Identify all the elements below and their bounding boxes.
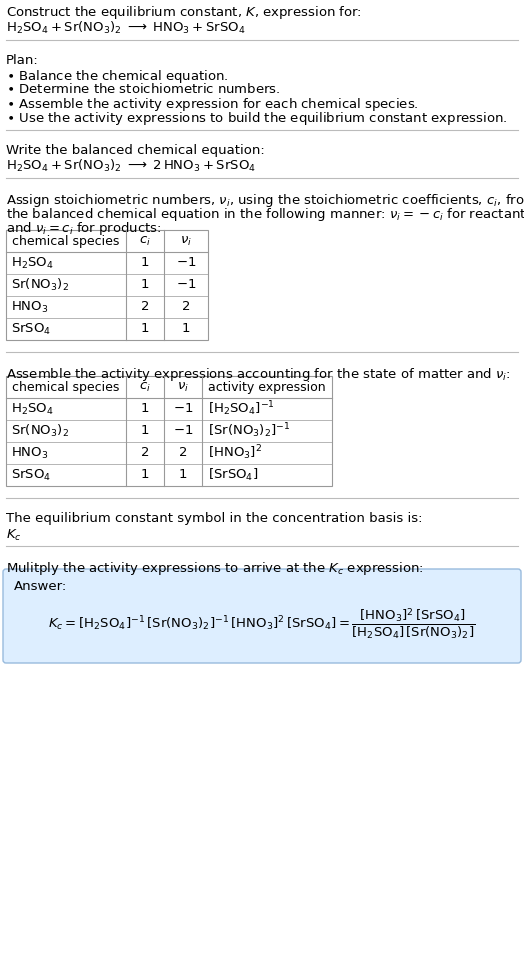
Text: $\mathrm{HNO_3}$: $\mathrm{HNO_3}$ xyxy=(11,445,49,460)
Text: $[\mathrm{SrSO_4}]$: $[\mathrm{SrSO_4}]$ xyxy=(208,467,258,483)
Text: $c_i$: $c_i$ xyxy=(139,381,151,393)
Text: Assign stoichiometric numbers, $\nu_i$, using the stoichiometric coefficients, $: Assign stoichiometric numbers, $\nu_i$, … xyxy=(6,192,524,209)
Text: 2: 2 xyxy=(182,300,190,314)
Text: $\bullet$ Balance the chemical equation.: $\bullet$ Balance the chemical equation. xyxy=(6,68,228,85)
Text: 2: 2 xyxy=(179,447,187,459)
Text: Write the balanced chemical equation:: Write the balanced chemical equation: xyxy=(6,144,265,157)
Text: activity expression: activity expression xyxy=(208,381,326,393)
Text: $-1$: $-1$ xyxy=(176,256,196,269)
Text: $c_i$: $c_i$ xyxy=(139,234,151,247)
Text: $\mathrm{Sr(NO_3)_2}$: $\mathrm{Sr(NO_3)_2}$ xyxy=(11,277,69,293)
Text: $\mathrm{H_2SO_4 + Sr(NO_3)_2 \;\longrightarrow\; 2\,HNO_3 + SrSO_4}$: $\mathrm{H_2SO_4 + Sr(NO_3)_2 \;\longrig… xyxy=(6,158,256,175)
Text: Assemble the activity expressions accounting for the state of matter and $\nu_i$: Assemble the activity expressions accoun… xyxy=(6,366,511,383)
Text: 2: 2 xyxy=(141,447,149,459)
Text: $[\mathrm{HNO_3}]^{2}$: $[\mathrm{HNO_3}]^{2}$ xyxy=(208,444,262,462)
Text: The equilibrium constant symbol in the concentration basis is:: The equilibrium constant symbol in the c… xyxy=(6,512,422,525)
Text: 2: 2 xyxy=(141,300,149,314)
Text: 1: 1 xyxy=(141,403,149,415)
Text: $-1$: $-1$ xyxy=(173,425,193,437)
Text: Plan:: Plan: xyxy=(6,54,39,67)
Text: $\mathrm{SrSO_4}$: $\mathrm{SrSO_4}$ xyxy=(11,321,51,337)
Text: $\mathrm{H_2SO_4}$: $\mathrm{H_2SO_4}$ xyxy=(11,255,53,270)
Bar xyxy=(6,376,332,486)
Text: $K_c$: $K_c$ xyxy=(6,528,21,543)
Text: 1: 1 xyxy=(141,278,149,292)
Text: 1: 1 xyxy=(141,322,149,336)
Text: $\mathrm{H_2SO_4}$: $\mathrm{H_2SO_4}$ xyxy=(11,402,53,416)
Text: 1: 1 xyxy=(182,322,190,336)
Text: and $\nu_i = c_i$ for products:: and $\nu_i = c_i$ for products: xyxy=(6,220,161,237)
Text: the balanced chemical equation in the following manner: $\nu_i = -c_i$ for react: the balanced chemical equation in the fo… xyxy=(6,206,524,223)
Text: 1: 1 xyxy=(179,469,187,481)
Text: $\mathrm{H_2SO_4 + Sr(NO_3)_2 \;\longrightarrow\; HNO_3 + SrSO_4}$: $\mathrm{H_2SO_4 + Sr(NO_3)_2 \;\longrig… xyxy=(6,20,246,36)
Text: $K_c = [\mathrm{H_2SO_4}]^{-1}\,[\mathrm{Sr(NO_3)_2}]^{-1}\,[\mathrm{HNO_3}]^{2}: $K_c = [\mathrm{H_2SO_4}]^{-1}\,[\mathrm… xyxy=(48,606,476,642)
FancyBboxPatch shape xyxy=(3,569,521,663)
Text: $-1$: $-1$ xyxy=(176,278,196,292)
Text: Construct the equilibrium constant, $K$, expression for:: Construct the equilibrium constant, $K$,… xyxy=(6,4,362,21)
Text: $\nu_i$: $\nu_i$ xyxy=(180,234,192,247)
Text: $\bullet$ Use the activity expressions to build the equilibrium constant express: $\bullet$ Use the activity expressions t… xyxy=(6,110,507,127)
Text: $\mathrm{Sr(NO_3)_2}$: $\mathrm{Sr(NO_3)_2}$ xyxy=(11,423,69,439)
Text: $\mathrm{SrSO_4}$: $\mathrm{SrSO_4}$ xyxy=(11,467,51,482)
Text: 1: 1 xyxy=(141,425,149,437)
Text: $\nu_i$: $\nu_i$ xyxy=(177,381,189,393)
Text: Answer:: Answer: xyxy=(14,580,67,593)
Text: chemical species: chemical species xyxy=(12,235,119,247)
Text: 1: 1 xyxy=(141,256,149,269)
Text: $\bullet$ Assemble the activity expression for each chemical species.: $\bullet$ Assemble the activity expressi… xyxy=(6,96,419,113)
Text: chemical species: chemical species xyxy=(12,381,119,393)
Text: $-1$: $-1$ xyxy=(173,403,193,415)
Bar xyxy=(6,230,208,340)
Text: 1: 1 xyxy=(141,469,149,481)
Text: $\bullet$ Determine the stoichiometric numbers.: $\bullet$ Determine the stoichiometric n… xyxy=(6,82,280,96)
Text: $\mathrm{HNO_3}$: $\mathrm{HNO_3}$ xyxy=(11,299,49,315)
Text: Mulitply the activity expressions to arrive at the $K_c$ expression:: Mulitply the activity expressions to arr… xyxy=(6,560,424,577)
Text: $[\mathrm{Sr(NO_3)_2}]^{-1}$: $[\mathrm{Sr(NO_3)_2}]^{-1}$ xyxy=(208,422,290,440)
Text: $[\mathrm{H_2SO_4}]^{-1}$: $[\mathrm{H_2SO_4}]^{-1}$ xyxy=(208,400,275,418)
